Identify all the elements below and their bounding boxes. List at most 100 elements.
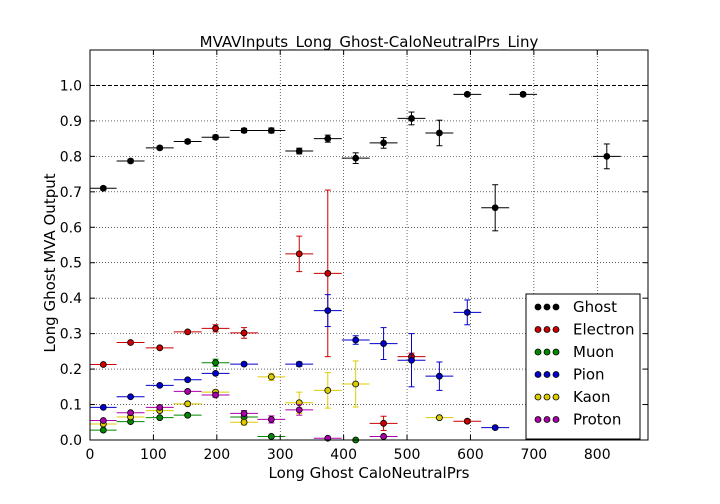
data-point (156, 414, 164, 422)
legend-marker (543, 416, 551, 423)
legend-marker (534, 416, 542, 423)
data-point (463, 417, 471, 425)
legend-marker (552, 371, 560, 378)
data-point (463, 90, 471, 98)
legend-marker (552, 303, 560, 311)
legend-box (525, 293, 641, 440)
data-point (267, 416, 275, 423)
data-point (324, 386, 332, 394)
legend-marker (552, 416, 560, 423)
series-pion (90, 294, 510, 431)
y-tick-label: 0.5 (60, 256, 82, 272)
data-point (184, 388, 192, 395)
y-tick-label: 0.0 (60, 433, 82, 449)
data-point (324, 307, 332, 314)
data-point (212, 133, 219, 141)
data-point (267, 373, 275, 381)
y-tick-label: 0.8 (60, 149, 82, 165)
series-electron (90, 189, 482, 431)
data-point (212, 359, 219, 367)
legend-marker (534, 348, 542, 356)
legend-marker (543, 371, 551, 378)
y-axis-label: Long Ghost MVA Output (41, 173, 59, 352)
data-point (380, 419, 387, 427)
data-point (99, 403, 107, 411)
data-point (519, 90, 527, 98)
data-point (408, 115, 415, 122)
data-point (99, 184, 107, 192)
legend-marker (543, 303, 551, 311)
data-point (267, 127, 275, 134)
legend-label: Pion (573, 366, 605, 384)
data-point (156, 344, 164, 352)
plot-frame (89, 49, 649, 441)
series-layer (90, 90, 621, 444)
data-point (267, 433, 275, 440)
data-point (212, 324, 219, 332)
legend-marker (534, 393, 542, 401)
data-point (156, 381, 164, 389)
legend-marker (552, 348, 560, 356)
legend: Ghost Electron Muon Pion Kaon Proton (525, 293, 641, 440)
x-tick-label: 300 (267, 447, 294, 463)
legend-label: Muon (573, 343, 614, 361)
y-tick-label: 0.7 (60, 185, 82, 201)
axis-ticks: 0 100 200 300 400 500 600 700 800 0.0 0.1 0.2 0.3 0.4… (60, 50, 648, 463)
legend-marker (552, 393, 560, 401)
data-point (156, 403, 164, 411)
data-point (380, 340, 387, 347)
data-point (99, 361, 107, 368)
y-tick-label: 1.0 (60, 78, 82, 94)
data-point (352, 380, 360, 388)
legend-marker (543, 326, 551, 333)
x-tick-label: 100 (140, 447, 167, 463)
data-point (435, 414, 443, 422)
y-tick-label: 0.3 (60, 327, 82, 343)
data-point (435, 372, 443, 380)
data-point (240, 410, 248, 417)
data-point (408, 356, 415, 364)
data-point (435, 129, 443, 137)
data-point (156, 144, 164, 152)
data-point (352, 336, 360, 344)
data-point (127, 339, 134, 346)
data-point (240, 329, 248, 337)
legend-marker (534, 303, 542, 311)
data-point (603, 152, 611, 160)
data-point (463, 308, 471, 316)
data-point (295, 147, 303, 155)
data-point (380, 139, 387, 147)
data-point (184, 400, 192, 408)
data-point (324, 135, 332, 143)
legend-marker (552, 326, 560, 333)
data-point (184, 376, 192, 384)
data-point (127, 393, 134, 401)
legend-marker (534, 371, 542, 378)
data-point (240, 360, 248, 368)
data-point (212, 369, 219, 377)
y-tick-label: 0.6 (60, 220, 82, 236)
data-point (491, 204, 499, 212)
legend-label: Ghost (573, 298, 617, 316)
chart-title: MVAVInputs_Long_Ghost-CaloNeutralPrs_Lin… (200, 33, 539, 52)
legend-marker (534, 326, 542, 333)
x-tick-label: 0 (86, 447, 95, 463)
data-point (127, 409, 134, 417)
x-tick-label: 200 (203, 447, 230, 463)
data-point (295, 360, 303, 368)
y-tick-label: 0.1 (60, 398, 82, 414)
data-point (99, 417, 107, 424)
legend-marker (543, 393, 551, 401)
x-tick-label: 400 (330, 447, 357, 463)
data-point (184, 411, 192, 419)
y-tick-label: 0.9 (60, 114, 82, 130)
data-point (295, 406, 303, 414)
data-point (127, 157, 134, 165)
data-point (184, 138, 192, 145)
legend-label: Proton (573, 411, 621, 429)
data-point (491, 424, 499, 431)
data-point (295, 250, 303, 258)
legend-label: Kaon (573, 388, 610, 406)
x-axis-label: Long Ghost CaloNeutralPrs (269, 464, 470, 482)
